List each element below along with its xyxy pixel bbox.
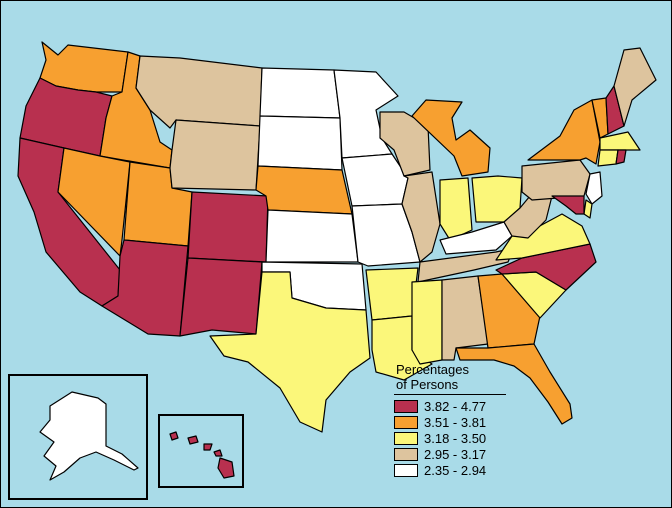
map-legend: Percentages of Persons 3.82 - 4.77 3.51 … (394, 362, 524, 478)
state-mi[interactable] (411, 99, 491, 177)
state-ma[interactable] (599, 131, 641, 151)
state-nm[interactable] (179, 257, 263, 337)
legend-item: 3.51 - 3.81 (394, 414, 524, 430)
state-sd[interactable] (257, 115, 343, 171)
legend-title-line1: Percentages (396, 362, 469, 377)
alaska-map (39, 391, 139, 481)
state-wy[interactable] (169, 119, 261, 191)
legend-divider (394, 394, 506, 395)
state-de[interactable] (583, 199, 593, 219)
hawaii-inset (158, 414, 244, 488)
legend-swatch (394, 463, 418, 477)
state-me[interactable] (613, 47, 657, 127)
state-wi[interactable] (379, 111, 431, 177)
hawaii-map (169, 431, 235, 479)
state-ga[interactable] (477, 273, 541, 349)
state-ny[interactable] (527, 99, 601, 165)
legend-item: 2.35 - 2.94 (394, 462, 524, 478)
state-ak[interactable] (39, 391, 139, 481)
state-ne[interactable] (255, 165, 353, 215)
legend-label: 3.82 - 4.77 (424, 398, 487, 414)
legend-title-line2: of Persons (396, 377, 459, 392)
legend-item: 2.95 - 3.17 (394, 446, 524, 462)
legend-label: 2.35 - 2.94 (424, 462, 487, 478)
state-ms[interactable] (411, 279, 443, 365)
state-nd[interactable] (259, 67, 341, 119)
legend-title: Percentages of Persons (394, 362, 524, 392)
state-ct[interactable] (597, 149, 619, 167)
state-ri[interactable] (615, 149, 627, 165)
state-fl[interactable] (455, 343, 573, 425)
legend-label: 3.51 - 3.81 (424, 414, 487, 430)
state-az[interactable] (101, 239, 189, 337)
state-hi[interactable] (169, 431, 235, 479)
legend-swatch (394, 415, 418, 429)
legend-label: 3.18 - 3.50 (424, 430, 487, 446)
state-co[interactable] (187, 191, 269, 263)
legend-item: 3.18 - 3.50 (394, 430, 524, 446)
state-ks[interactable] (265, 209, 359, 263)
state-mt[interactable] (135, 55, 263, 129)
alaska-inset (8, 374, 148, 500)
state-tx[interactable] (209, 271, 371, 433)
legend-swatch (394, 399, 418, 413)
legend-label: 2.95 - 3.17 (424, 446, 487, 462)
state-ar[interactable] (365, 267, 419, 321)
state-md[interactable] (551, 195, 585, 215)
state-in[interactable] (439, 177, 473, 241)
legend-item: 3.82 - 4.77 (394, 398, 524, 414)
legend-swatch (394, 431, 418, 445)
legend-swatch (394, 447, 418, 461)
state-nj[interactable] (585, 171, 603, 205)
state-pa[interactable] (521, 159, 591, 201)
state-nv[interactable] (57, 147, 131, 257)
